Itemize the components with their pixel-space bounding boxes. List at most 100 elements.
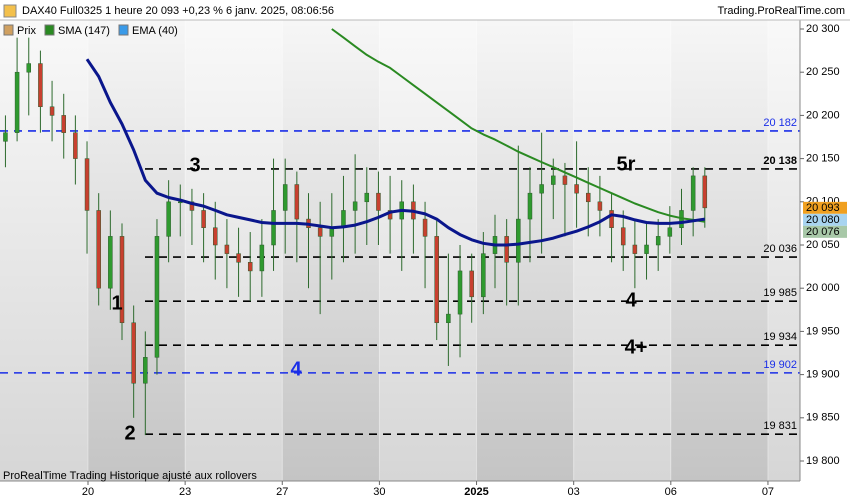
candle-body xyxy=(527,192,533,220)
price-tag-label: 20 076 xyxy=(806,226,840,238)
candle-body xyxy=(504,236,509,263)
annotation: 5r xyxy=(617,153,636,175)
level-label: 20 182 xyxy=(763,117,797,129)
candle-body xyxy=(434,236,439,324)
candle-body xyxy=(49,106,55,116)
level-label: 20 036 xyxy=(763,243,797,255)
candle-body xyxy=(189,201,195,211)
candle-body xyxy=(201,210,206,228)
candle-body xyxy=(585,192,591,203)
legend-label[interactable]: EMA (40) xyxy=(132,25,178,37)
candle-body xyxy=(352,201,358,211)
candle-body xyxy=(609,210,614,228)
candle-body xyxy=(73,132,78,159)
candle-body xyxy=(154,236,160,358)
candle-body xyxy=(108,236,113,289)
legend: Prix SMA (147) EMA (40) xyxy=(3,24,178,37)
candle-body xyxy=(143,357,148,384)
candle-body xyxy=(690,175,696,211)
candle-body xyxy=(282,184,288,211)
legend-label[interactable]: SMA (147) xyxy=(58,25,110,37)
x-tick-label: 2025 xyxy=(464,486,488,498)
icon[interactable] xyxy=(3,4,17,18)
x-tick-label: 27 xyxy=(276,486,288,498)
y-tick-label: 19 950 xyxy=(806,325,840,337)
level-label: 19 934 xyxy=(763,331,797,343)
candle-body xyxy=(317,227,323,237)
x-tick-label: 23 xyxy=(179,486,191,498)
candle-body xyxy=(469,270,474,298)
candle-body xyxy=(213,227,218,246)
candle-body xyxy=(667,227,673,237)
legend-label[interactable]: Prix xyxy=(17,25,36,37)
candle-body xyxy=(61,115,66,133)
price-tag xyxy=(803,225,847,238)
x-tick-label: 06 xyxy=(665,486,677,498)
chart-title: DAX40 Full0325 1 heure 20 093 +0,23 % 6 … xyxy=(22,5,334,17)
candle-body xyxy=(224,244,230,254)
candle-body xyxy=(539,184,544,194)
price-tag-label: 20 093 xyxy=(806,202,840,214)
candle-body xyxy=(96,210,101,289)
candle-body xyxy=(620,227,626,246)
footer: ProRealTime Trading Historique ajusté au… xyxy=(3,470,257,482)
candle-body xyxy=(119,236,125,324)
candle-body xyxy=(516,218,521,263)
level-label: 19 831 xyxy=(763,420,797,432)
y-tick-label: 19 850 xyxy=(806,412,840,424)
annotation: 4+ xyxy=(625,336,648,358)
candle-body xyxy=(387,210,393,220)
candle-body xyxy=(422,218,428,237)
legend-icon xyxy=(118,24,129,36)
level-label: 19 902 xyxy=(763,359,797,371)
candle-body xyxy=(597,201,603,211)
candle-body xyxy=(247,262,253,272)
annotation: 3 xyxy=(189,154,200,176)
candle-body xyxy=(14,71,20,133)
candle-body xyxy=(294,184,300,220)
x-tick-label: 30 xyxy=(373,486,385,498)
x-tick-label: 07 xyxy=(762,486,774,498)
candle-body xyxy=(166,201,171,237)
level-label: 20 138 xyxy=(763,155,797,167)
candle-body xyxy=(457,270,463,315)
y-tick-label: 20 200 xyxy=(806,109,840,121)
candle-body xyxy=(632,244,638,254)
candle-body xyxy=(38,63,43,108)
level-label: 19 985 xyxy=(763,287,797,299)
legend-icon xyxy=(3,24,14,36)
candle-body xyxy=(562,175,568,185)
candle-body xyxy=(551,175,556,185)
candle-body xyxy=(178,201,183,204)
y-tick-label: 19 800 xyxy=(806,455,840,467)
candle-body xyxy=(26,63,32,73)
candle-body xyxy=(481,253,486,298)
candle-body xyxy=(364,192,370,203)
annotation: 4 xyxy=(625,289,637,311)
x-tick-label: 03 xyxy=(568,486,580,498)
candle-body xyxy=(376,192,381,211)
candle-body xyxy=(259,244,265,272)
candle-body xyxy=(131,322,136,384)
plot xyxy=(0,28,800,436)
annotation: 1 xyxy=(111,292,122,314)
price-tag xyxy=(803,213,847,226)
indicator-line xyxy=(331,28,705,223)
x-tick-label: 20 xyxy=(82,486,94,498)
legend-icon xyxy=(44,24,55,36)
candle-body xyxy=(271,210,276,246)
price-tag-label: 20 080 xyxy=(806,214,840,226)
candle-body xyxy=(574,184,579,194)
candle-body xyxy=(341,210,346,228)
price-tag xyxy=(803,201,847,214)
candle-body xyxy=(702,175,708,209)
candle-body xyxy=(655,236,661,246)
y-tick-label: 20 000 xyxy=(806,282,840,294)
indicator-line xyxy=(85,58,706,247)
candle-body xyxy=(236,253,241,263)
candle-body xyxy=(446,313,451,324)
candle-body xyxy=(3,132,8,142)
y-tick-label: 20 300 xyxy=(806,23,840,35)
candle-body xyxy=(644,244,649,254)
